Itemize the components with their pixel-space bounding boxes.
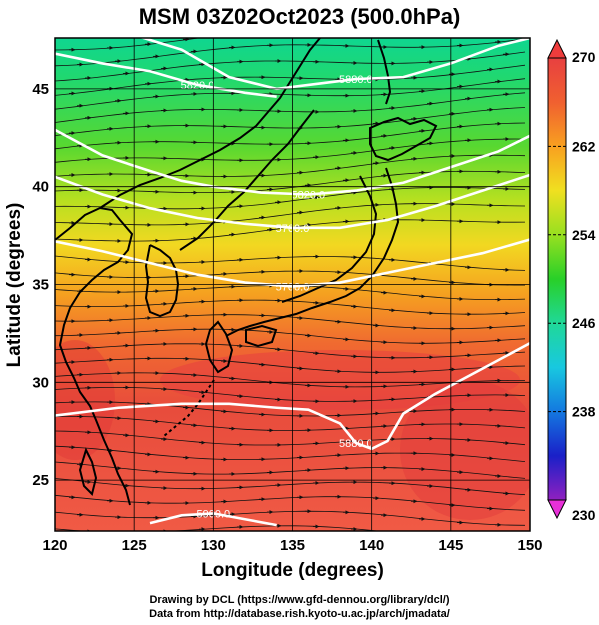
colorbar-body	[547, 57, 567, 501]
x-tick-label: 125	[122, 537, 147, 554]
streamline	[55, 343, 526, 359]
x-tick-label: 145	[438, 537, 463, 554]
x-tick-labels: 120 125 130 135 140 145 150	[42, 537, 542, 554]
y-tick-label: 30	[32, 374, 49, 391]
x-tick-label: 130	[201, 537, 226, 554]
streamline	[55, 525, 382, 531]
streamline	[55, 187, 526, 210]
colorbar-tick-label: 230	[572, 507, 596, 523]
y-axis-label: Latitude (degrees)	[4, 202, 25, 368]
x-tick-label: 135	[280, 537, 305, 554]
streamline	[55, 122, 526, 150]
streamline	[55, 510, 526, 526]
contour-label: 5880.0	[339, 438, 373, 450]
x-tick-label: 140	[359, 537, 384, 554]
colorbar-tick-label: 246	[572, 315, 596, 331]
warm-patch-southeast	[400, 380, 530, 520]
contour-label: 5820.0	[292, 190, 326, 202]
colorbar-bottom-arrow	[547, 499, 567, 520]
streamline	[55, 372, 525, 388]
contour-line	[55, 342, 530, 451]
coastline-ryukyu	[163, 379, 215, 437]
streamline	[55, 107, 526, 136]
streamline	[55, 357, 526, 373]
streamline	[55, 478, 526, 496]
streamline	[55, 416, 526, 431]
streamline	[55, 51, 526, 82]
x-tick-label: 120	[42, 537, 67, 554]
credit-drawing: Drawing by DCL (https://www.gfd-dennou.o…	[149, 594, 450, 606]
contour-line	[55, 128, 530, 196]
x-tick-label: 150	[517, 537, 542, 554]
contour-label: 5820.0	[181, 80, 215, 92]
colorbar-tick-label: 254	[572, 227, 596, 243]
streamline	[55, 138, 526, 163]
streamline	[55, 203, 526, 226]
streamline	[55, 401, 526, 417]
colorbar-tick-labels: 270 262 254 246 238 230	[548, 49, 596, 523]
coastline-shikoku	[245, 324, 278, 348]
coastline-china	[55, 206, 134, 506]
credits: Drawing by DCL (https://www.gfd-dennou.o…	[0, 593, 599, 621]
contour-label: 5880.0	[339, 74, 373, 86]
colorbar-tick-label: 262	[572, 138, 596, 154]
streamline	[55, 299, 526, 315]
map-title: MSM 03Z02Oct2023 (500.0hPa)	[138, 4, 461, 29]
colorbar: 270 262 254 246 238 230	[547, 38, 596, 523]
coastline-honshu-north	[281, 175, 378, 303]
colorbar-top-arrow	[547, 38, 567, 59]
streamline	[55, 255, 526, 271]
y-tick-label: 40	[32, 179, 49, 196]
credit-data: Data from http://database.rish.kyoto-u.a…	[149, 608, 450, 620]
colorbar-tick-label: 270	[572, 49, 596, 65]
y-tick-labels: 25 30 35 40 45	[32, 81, 49, 489]
streamline	[55, 38, 526, 67]
coastline-sakhalin	[377, 39, 392, 105]
gridlines	[55, 38, 530, 531]
contour-line	[55, 52, 277, 98]
streamline	[55, 314, 526, 330]
coastline-taiwan	[78, 447, 98, 496]
coastline-primorye	[179, 109, 315, 251]
coastline-korea	[144, 244, 180, 318]
y-tick-label: 25	[32, 472, 49, 489]
streamline	[55, 494, 526, 511]
y-tick-label: 45	[32, 81, 49, 98]
streamline	[55, 328, 526, 344]
contour-line	[139, 38, 530, 91]
streamline	[55, 170, 526, 193]
coastline-kyushu	[204, 320, 234, 374]
coastline-hokkaido	[369, 116, 438, 162]
streamline	[55, 270, 525, 286]
coastline-manchuria	[99, 38, 321, 209]
streamline	[55, 154, 526, 177]
streamline	[55, 445, 526, 462]
warm-patch-west	[55, 340, 115, 460]
streamline	[55, 387, 526, 402]
plot-frame	[54, 37, 531, 532]
streamline	[55, 38, 202, 51]
colorbar-tick-label: 238	[572, 404, 596, 420]
y-tick-label: 35	[32, 277, 49, 294]
x-axis-label: Longitude (degrees)	[201, 560, 384, 581]
streamline	[55, 64, 526, 96]
streamline	[55, 430, 526, 446]
streamline	[55, 92, 526, 123]
streamlines	[55, 38, 526, 531]
streamline	[55, 461, 526, 479]
coastline	[55, 38, 438, 506]
